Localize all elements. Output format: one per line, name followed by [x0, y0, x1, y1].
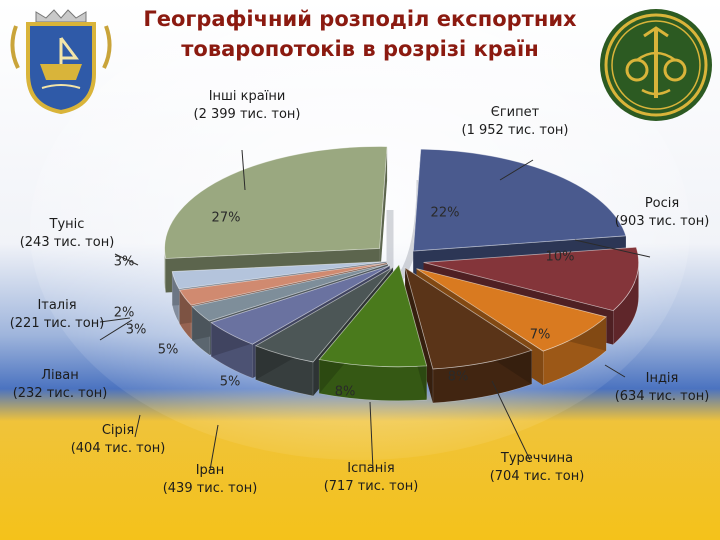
- country-label-4: Іспанія (717 тис. тон): [324, 460, 419, 496]
- country-name: Туреччина: [500, 451, 574, 466]
- country-volume: (717 тис. тон): [323, 479, 419, 494]
- page-title: Географічний розподіл експортних товароп…: [120, 4, 600, 64]
- country-label-8: Італія (221 тис. тон): [10, 297, 105, 333]
- pct-label-2: 7%: [529, 327, 551, 343]
- pct-label-5: 5%: [219, 374, 241, 390]
- country-label-0: Єгипет (1 952 тис. тон): [462, 104, 569, 140]
- leader-line-4: [369, 401, 374, 471]
- country-volume: (1 952 тис. тон): [461, 123, 569, 138]
- country-name: Ліван: [41, 368, 79, 383]
- country-label-9: Туніс (243 тис. тон): [20, 216, 115, 252]
- pie-slice-6: [210, 265, 390, 345]
- pct-label-8: 2%: [113, 305, 135, 321]
- leader-line-8: [99, 317, 131, 323]
- leader-line-5: [209, 424, 219, 471]
- country-name: Єгипет: [490, 105, 540, 120]
- leader-line-10: [241, 149, 246, 191]
- pie-slice-5: [254, 266, 394, 363]
- country-volume: (2 399 тис. тон): [193, 107, 301, 122]
- country-name: Туніс: [49, 217, 85, 232]
- country-label-3: Туреччина (704 тис. тон): [490, 450, 585, 486]
- pie-slice-1: [423, 246, 640, 312]
- leader-line-0: [499, 159, 534, 181]
- country-name: Росія: [644, 196, 680, 211]
- customs-emblem-icon: [600, 9, 712, 121]
- title-line-1: Географічний розподіл експортних: [143, 7, 577, 31]
- country-name: Іспанія: [347, 461, 395, 476]
- pie-slice-tops: [164, 146, 640, 370]
- pie-slice-4: [318, 263, 428, 368]
- leader-line-6: [134, 414, 141, 438]
- pct-label-0: 22%: [430, 205, 460, 221]
- country-label-5: Іран (439 тис. тон): [163, 462, 258, 498]
- country-volume: (439 тис. тон): [162, 481, 258, 496]
- country-volume: (243 тис. тон): [19, 235, 115, 250]
- country-label-7: Ліван (232 тис. тон): [13, 367, 108, 403]
- pie-slice-8: [179, 262, 387, 306]
- country-label-6: Сірія (404 тис. тон): [71, 422, 166, 458]
- pct-label-9: 3%: [113, 254, 135, 270]
- pct-label-7: 3%: [125, 322, 147, 338]
- country-name: Італія: [37, 298, 77, 313]
- country-label-1: Росія (903 тис. тон): [615, 195, 710, 231]
- pie-slice-0: [412, 148, 627, 252]
- pct-label-1: 10%: [545, 249, 575, 265]
- country-volume: (221 тис. тон): [9, 316, 105, 331]
- leader-line-9: [114, 253, 139, 266]
- pct-label-3: 8%: [447, 369, 469, 385]
- slice-edge-10-1: [379, 146, 388, 283]
- title-line-2: товаропотоків в розрізі країн: [181, 37, 539, 61]
- pct-label-10: 27%: [211, 210, 241, 226]
- pct-label-4: 8%: [334, 384, 356, 400]
- pie-slice-10: [164, 146, 388, 259]
- country-name: Індія: [645, 371, 679, 386]
- pie-slice-9: [171, 261, 387, 290]
- country-name: Іран: [195, 463, 225, 478]
- pct-label-6: 5%: [157, 342, 179, 358]
- leader-line-7: [99, 319, 133, 341]
- city-coat-of-arms-icon: [10, 9, 112, 115]
- leader-line-3: [491, 380, 531, 461]
- country-volume: (903 тис. тон): [614, 214, 710, 229]
- country-volume: (634 тис. тон): [614, 389, 710, 404]
- country-label-2: Індія (634 тис. тон): [615, 370, 710, 406]
- country-volume: (704 тис. тон): [489, 469, 585, 484]
- pie-slice-7: [191, 263, 388, 322]
- leader-line-2: [604, 364, 626, 378]
- leader-line-1: [574, 239, 651, 258]
- leader-lines: [99, 149, 651, 471]
- country-volume: (232 тис. тон): [12, 386, 108, 401]
- pie-slice-2: [416, 268, 607, 352]
- country-name: Інші країни: [208, 89, 286, 104]
- country-name: Сірія: [101, 423, 135, 438]
- pie-slice-3: [404, 266, 533, 370]
- country-label-10: Інші країни (2 399 тис. тон): [194, 88, 301, 124]
- country-volume: (404 тис. тон): [70, 441, 166, 456]
